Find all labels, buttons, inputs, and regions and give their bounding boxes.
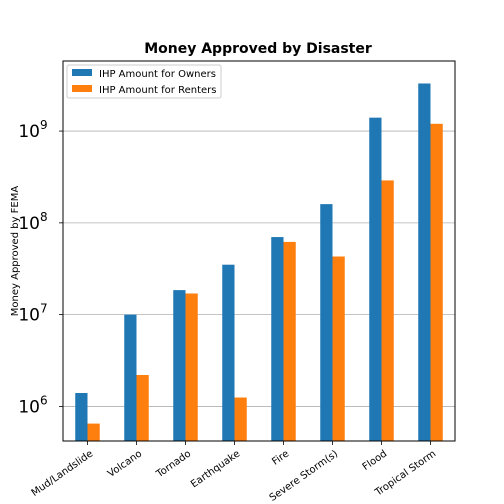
bars bbox=[75, 83, 443, 442]
bar-owners bbox=[173, 290, 186, 441]
bar-owners bbox=[271, 237, 284, 441]
y-tick-base: 10 bbox=[18, 214, 40, 234]
bar-owners bbox=[418, 83, 431, 441]
legend-label-renters: IHP Amount for Renters bbox=[99, 85, 216, 96]
legend-swatch-owners bbox=[72, 69, 92, 76]
bar-renters bbox=[87, 423, 100, 441]
y-tick-exponent: 9 bbox=[40, 118, 48, 132]
y-tick-label: 107 bbox=[18, 302, 47, 326]
legend-label-owners: IHP Amount for Owners bbox=[99, 69, 216, 80]
bar-renters bbox=[136, 374, 149, 441]
legend-box bbox=[66, 64, 222, 99]
bar-owners bbox=[75, 393, 88, 441]
legend: IHP Amount for Owners IHP Amount for Ren… bbox=[66, 64, 222, 99]
plot-frame bbox=[62, 60, 456, 442]
bar-renters bbox=[430, 123, 443, 441]
bar-renters bbox=[332, 256, 345, 441]
bar-owners bbox=[222, 264, 235, 441]
y-tick-exponent: 7 bbox=[40, 302, 48, 316]
y-tick-exponent: 6 bbox=[40, 393, 48, 407]
y-axis-label: Money Approved by FEMA bbox=[10, 186, 21, 317]
chart-title: Money Approved by Disaster bbox=[144, 41, 372, 57]
bar-renters bbox=[381, 180, 394, 441]
legend-swatch-renters bbox=[72, 85, 92, 92]
y-tick-base: 10 bbox=[18, 306, 40, 326]
bar-owners bbox=[320, 204, 333, 441]
bar-renters bbox=[283, 241, 296, 441]
y-tick-base: 10 bbox=[18, 122, 40, 142]
bar-renters bbox=[234, 397, 247, 441]
y-tick-exponent: 8 bbox=[40, 210, 48, 224]
bar-owners bbox=[124, 314, 137, 441]
bar-owners bbox=[369, 117, 382, 442]
bar-renters bbox=[185, 293, 198, 441]
y-tick-label: 106 bbox=[18, 393, 47, 417]
y-tick-label: 109 bbox=[18, 118, 47, 142]
y-tick-label: 108 bbox=[18, 210, 47, 234]
y-tick-base: 10 bbox=[18, 397, 40, 417]
